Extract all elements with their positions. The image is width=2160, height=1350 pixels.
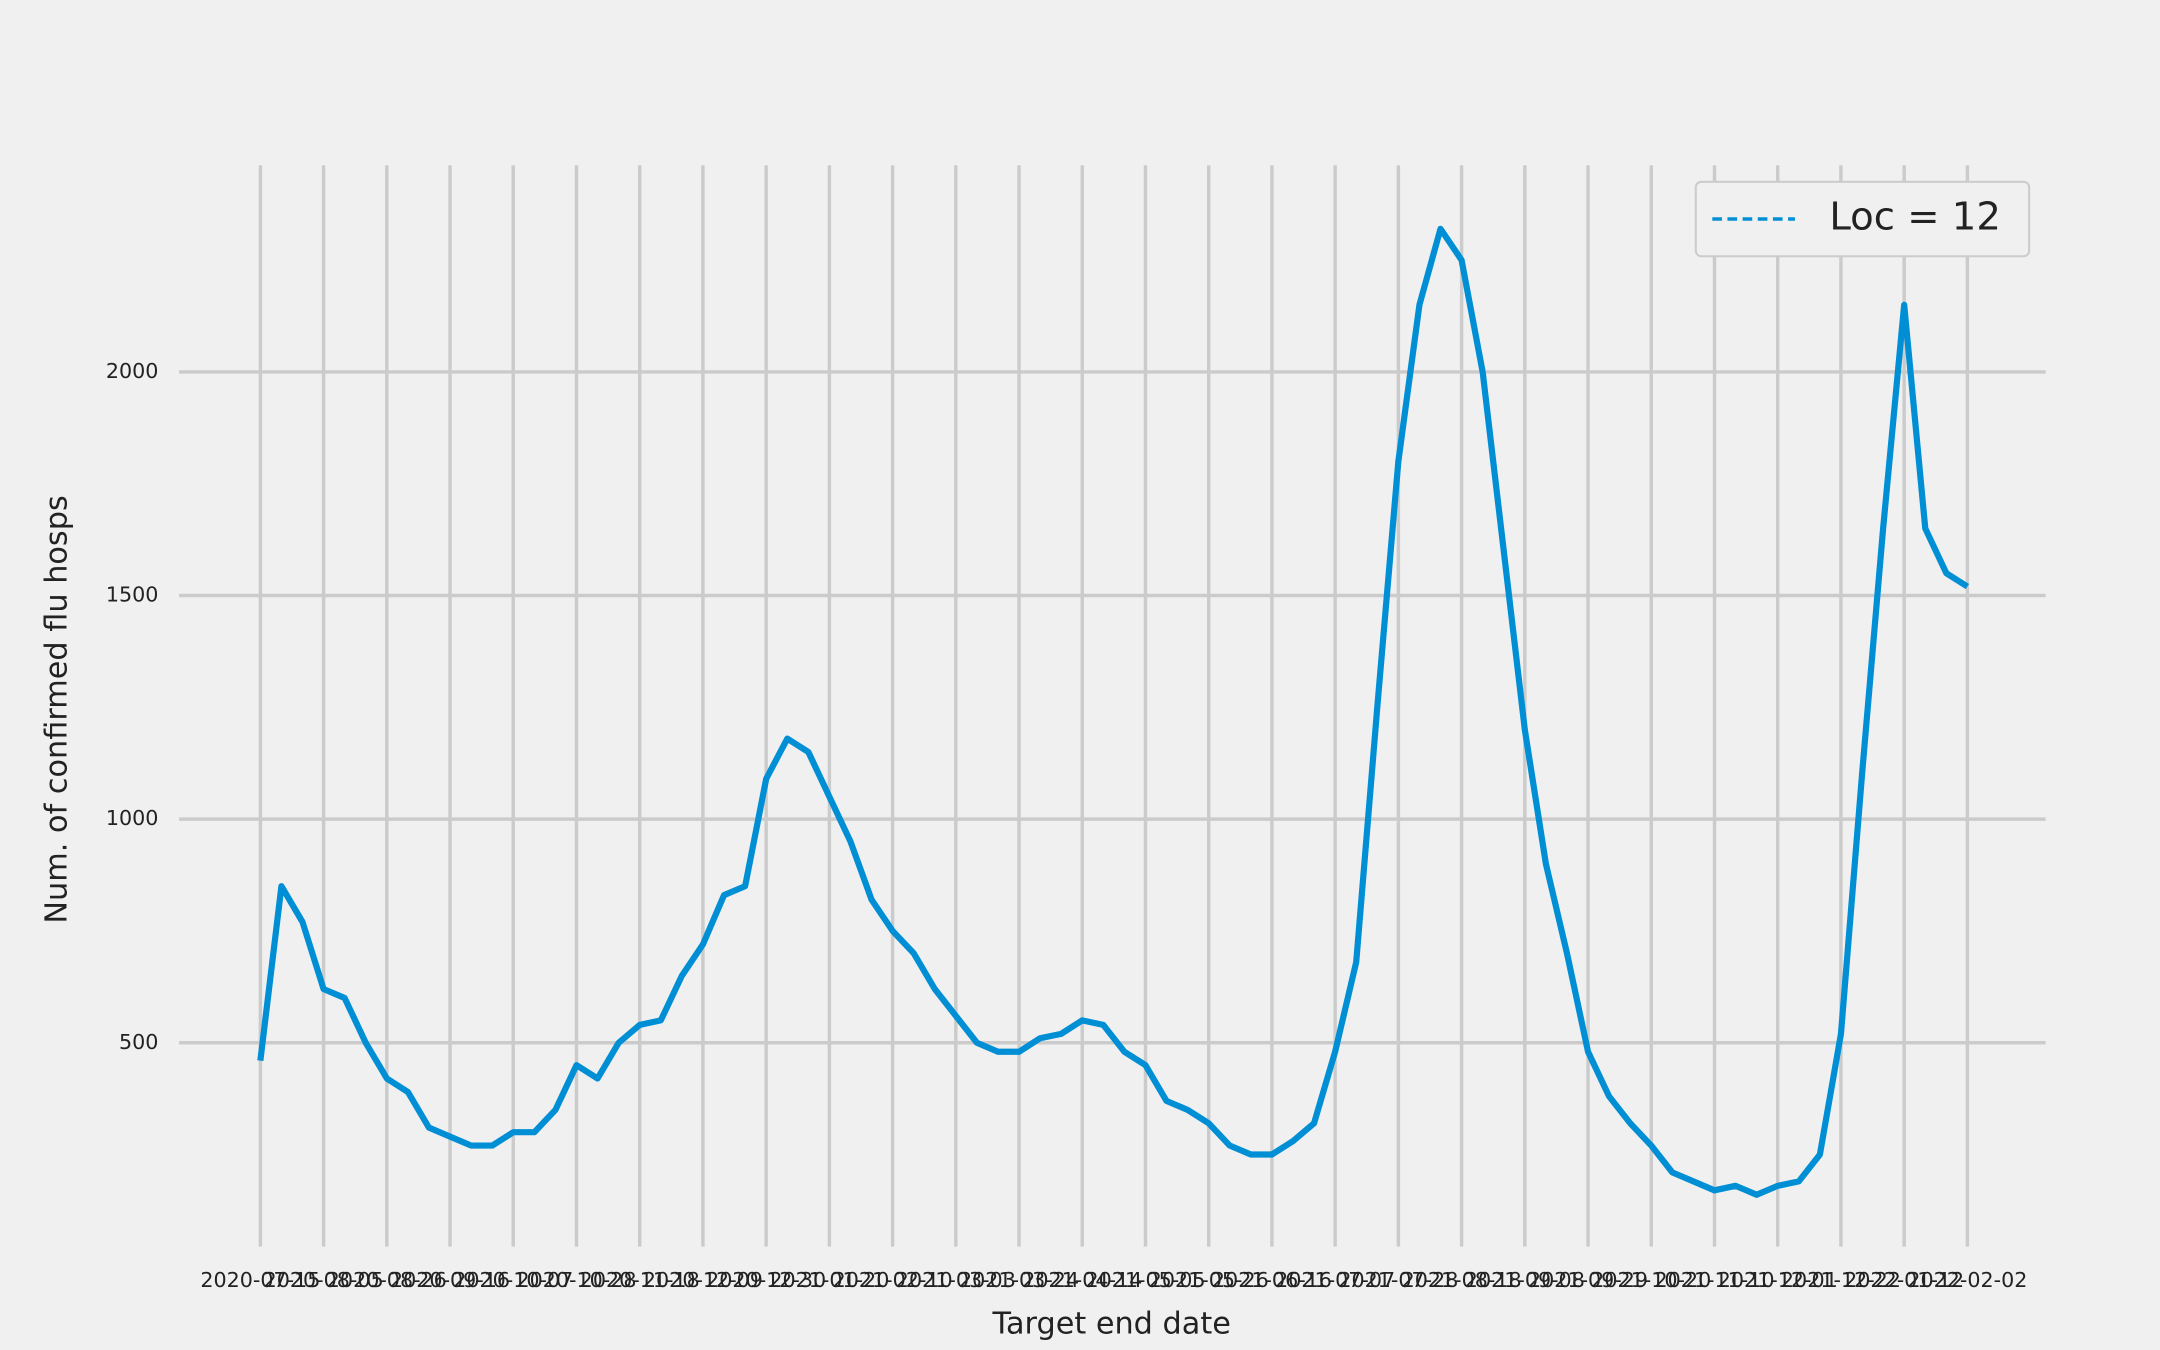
x-tick-label: 2021-04-14 [1022,1268,1142,1292]
x-tick-label: 2020-10-07 [453,1268,573,1292]
x-tick-label: 2020-12-09 [643,1268,763,1292]
x-tick-label: 2021-05-26 [1149,1268,1269,1292]
y-axis-label: Num. of confirmed flu hosps [39,495,74,923]
x-tick-label: 2022-01-12 [1844,1268,1964,1292]
legend-label: Loc = 12 [1829,195,2001,240]
x-tick-label: 2020-10-28 [516,1268,636,1292]
x-tick-label: 2020-11-18 [580,1268,700,1292]
x-tick-label: 2021-12-01 [1718,1268,1838,1292]
x-tick-label: 2021-09-08 [1465,1268,1585,1292]
y-tick-label: 2000 [106,359,159,383]
data-line [257,225,1970,1198]
x-tick-label: 2020-08-05 [264,1268,384,1292]
y-tick-label: 500 [119,1030,158,1054]
y-tick-label: 1000 [106,806,159,830]
x-tick-label: 2020-07-15 [200,1268,320,1292]
y-tick-label: 1500 [106,583,159,607]
x-tick-label: 2022-02-02 [1907,1268,2027,1292]
x-tick-label: 2021-08-18 [1402,1268,1522,1292]
x-tick-label: 2021-03-24 [959,1268,1079,1292]
x-tick-label: 2020-08-26 [327,1268,447,1292]
x-tick-label: 2021-07-07 [1275,1268,1395,1292]
marks: Loc = 12 [257,180,2031,1198]
x-tick-label: 2021-10-20 [1591,1268,1711,1292]
x-tick-label: 2021-02-10 [833,1268,953,1292]
x-tick-label: 2021-07-28 [1338,1268,1458,1292]
x-tick-label: 2021-11-10 [1654,1268,1774,1292]
x-tick-label: 2021-01-20 [769,1268,889,1292]
x-tick-label: 2021-05-05 [1085,1268,1205,1292]
x-tick-label: 2020-09-16 [390,1268,510,1292]
x-tick-label: 2021-09-29 [1528,1268,1648,1292]
legend-box [1694,180,2031,258]
x-tick-label: 2021-03-03 [896,1268,1016,1292]
x-tick-label: 2020-12-30 [706,1268,826,1292]
x-tick-label: 2021-12-22 [1781,1268,1901,1292]
x-axis-label: Target end date [991,1307,1230,1342]
x-tick-label: 2021-06-16 [1212,1268,1332,1292]
